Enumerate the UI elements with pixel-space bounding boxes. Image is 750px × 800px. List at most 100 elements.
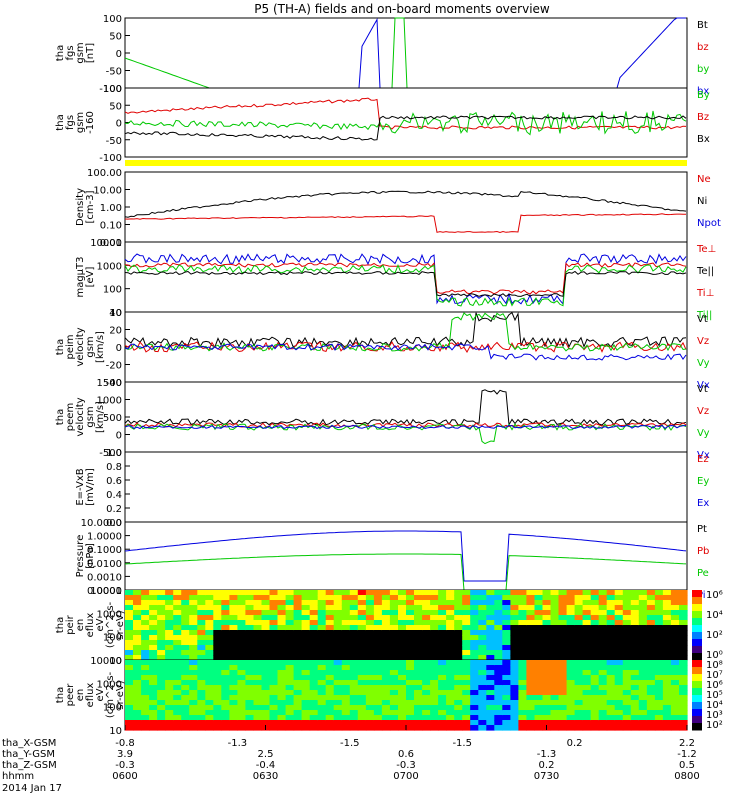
- spectrogram-cell: [317, 635, 327, 641]
- y-tick-label: 0.1000: [87, 545, 122, 556]
- spectrogram-cell: [269, 645, 279, 651]
- legend-entry: Pb: [697, 546, 709, 557]
- y-axis-label: [eV]: [85, 267, 96, 288]
- spectrogram-cell: [373, 610, 383, 616]
- spectrogram-cell: [317, 615, 327, 621]
- spectrogram-cell: [542, 655, 552, 661]
- y-tick-label: 0.8: [106, 462, 122, 473]
- legend-entry: Ex: [697, 498, 709, 509]
- spectrogram-cell: [518, 590, 527, 596]
- y-axis-label: peim: [65, 334, 76, 359]
- spectrogram-cell: [494, 660, 503, 666]
- spectrogram-cell: [630, 690, 640, 696]
- spectrogram-cell: [341, 630, 351, 636]
- spectrogram-cell: [197, 725, 206, 731]
- y-tick-label: 10.0000: [81, 518, 122, 529]
- spectrogram-cell: [149, 715, 158, 721]
- spectrogram-cell: [293, 600, 303, 606]
- colorbar-segment: [692, 639, 702, 647]
- spectrogram-cell: [349, 595, 359, 601]
- spectrogram-cell: [446, 715, 455, 721]
- spectrogram-cell: [149, 705, 158, 711]
- spectrogram-cell: [373, 720, 383, 726]
- spectrogram-cell: [245, 705, 254, 711]
- spectrogram-cell: [646, 625, 656, 631]
- spectrogram-cell: [181, 700, 190, 706]
- spectrogram-cell: [341, 650, 351, 656]
- spectrogram-cell: [213, 705, 222, 711]
- spectrogram-cell: [478, 660, 487, 666]
- spectrogram-cell: [341, 635, 351, 641]
- spectrogram-cell: [422, 645, 431, 651]
- spectrogram-cell: [269, 620, 279, 626]
- spectrogram-cell: [510, 680, 519, 686]
- spectrogram-cell: [349, 615, 359, 621]
- y-tick-label: 10: [109, 656, 122, 667]
- spectrogram-cell: [133, 605, 142, 611]
- spectrogram-cell: [325, 725, 335, 731]
- colorbar-segment: [692, 667, 702, 675]
- spectrogram-cell: [574, 605, 584, 611]
- spectrogram-cell: [301, 670, 311, 676]
- spectrogram-cell: [502, 710, 511, 716]
- spectrogram-cell: [325, 695, 335, 701]
- spectrogram-cell: [341, 600, 351, 606]
- spectrogram-cell: [518, 710, 527, 716]
- spectrogram-cell: [285, 710, 295, 716]
- spectrogram-cell: [229, 715, 238, 721]
- spectrogram-cell: [125, 590, 134, 596]
- spectrogram-cell: [245, 700, 254, 706]
- spectrogram-cell: [422, 695, 431, 701]
- spectrogram-cell: [558, 640, 568, 646]
- spectrogram-cell: [221, 635, 230, 641]
- spectrogram-cell: [133, 700, 142, 706]
- spectrogram-cell: [205, 695, 214, 701]
- spectrogram-cell: [446, 700, 455, 706]
- spectrogram-cell: [446, 725, 455, 731]
- spectrogram-cell: [662, 655, 672, 661]
- spectrogram-cell: [285, 595, 295, 601]
- spectrogram-cell: [574, 640, 584, 646]
- colorbar-tick: 10³: [706, 710, 723, 721]
- y-tick-label: 500: [103, 413, 122, 424]
- spectrogram-cell: [301, 645, 311, 651]
- spectrogram-cell: [341, 670, 351, 676]
- x-row-value: -0.3: [115, 760, 135, 771]
- spectrogram-cell: [590, 670, 600, 676]
- spectrogram-cell: [149, 640, 158, 646]
- spectrogram-cell: [333, 655, 343, 661]
- spectrogram-cell: [197, 675, 206, 681]
- spectrogram-cell: [630, 700, 640, 706]
- spectrogram-cell: [598, 685, 608, 691]
- spectrogram-cell: [430, 685, 439, 691]
- spectrogram-cell: [149, 655, 158, 661]
- spectrogram-cell: [630, 600, 640, 606]
- legend-entry: Ni: [697, 196, 707, 207]
- spectrogram-cell: [325, 620, 335, 626]
- spectrogram-cell: [125, 635, 134, 641]
- spectrogram-cell: [462, 705, 471, 711]
- spectrogram-cell: [510, 620, 519, 626]
- spectrogram-cell: [237, 600, 246, 606]
- spectrogram-cell: [670, 665, 680, 671]
- spectrogram-cell: [181, 670, 190, 676]
- spectrogram-cell: [357, 710, 367, 716]
- spectrogram-cell: [510, 705, 519, 711]
- spectrogram-cell: [430, 630, 439, 636]
- spectrogram-cell: [333, 695, 343, 701]
- spectrogram-cell: [414, 650, 423, 656]
- spectrogram-cell: [422, 670, 431, 676]
- spectrogram-cell: [438, 625, 447, 631]
- spectrogram-cell: [253, 680, 263, 686]
- spectrogram-cell: [261, 615, 271, 621]
- spectrogram-cell: [462, 625, 471, 631]
- spectrogram-cell: [253, 720, 263, 726]
- spectrogram-cell: [173, 710, 182, 716]
- spectrogram-cell: [205, 680, 214, 686]
- spectrogram-cell: [149, 590, 158, 596]
- spectrogram-cell: [237, 650, 246, 656]
- spectrogram-cell: [414, 710, 423, 716]
- spectrogram-cell: [406, 625, 415, 631]
- spectrogram-cell: [542, 710, 552, 716]
- spectrogram-cell: [389, 630, 399, 636]
